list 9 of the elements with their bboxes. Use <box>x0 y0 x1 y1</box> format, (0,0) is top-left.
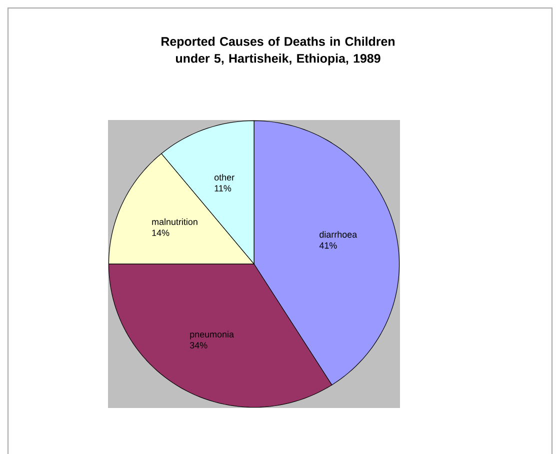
data-label: 41% <box>319 242 337 248</box>
chart-title: Reported Causes of Deaths in Children under 5, Hartisheik, Ethiopia, 1989 <box>162 36 394 66</box>
data-label: 11% <box>214 184 232 192</box>
data-label: 14% <box>152 229 170 236</box>
slice-label: other <box>214 174 234 180</box>
slice-label: pneumonia <box>190 330 234 340</box>
data-label: 34% <box>190 342 208 348</box>
slice-label: malnutrition <box>152 218 198 225</box>
slice-label: diarrhoea <box>320 230 358 238</box>
